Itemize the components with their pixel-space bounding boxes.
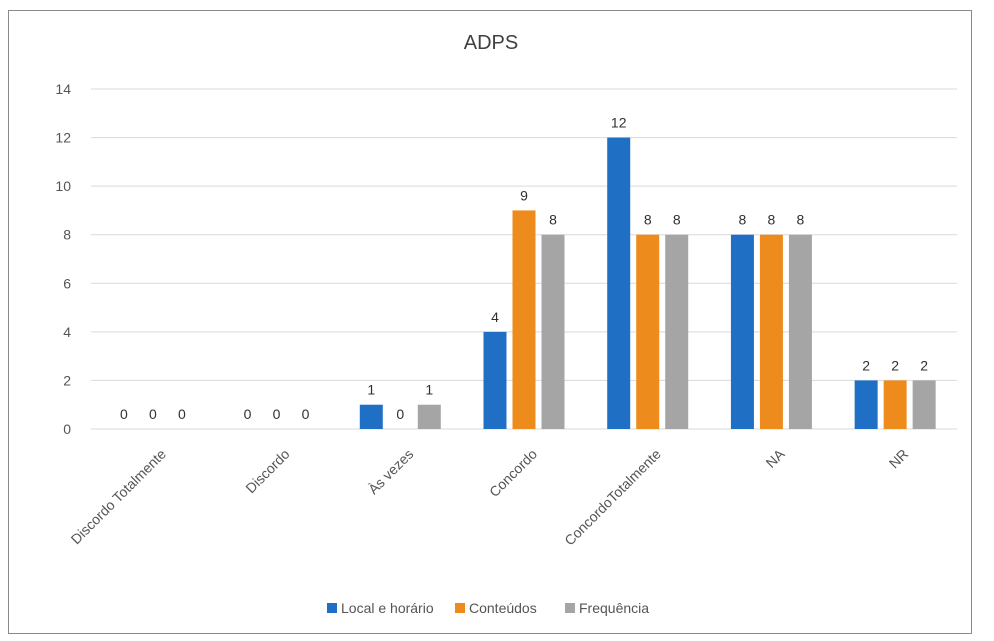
x-tick-label: Discordo Totalmente — [68, 446, 170, 548]
legend-swatch — [327, 603, 337, 613]
bar — [883, 380, 907, 429]
x-tick-label: Às vezes — [365, 446, 416, 497]
bars-layer — [359, 137, 936, 430]
legend-swatch — [455, 603, 465, 613]
data-label: 0 — [273, 406, 281, 422]
y-tick-label: 10 — [55, 178, 71, 194]
data-label: 8 — [673, 212, 681, 228]
data-label: 8 — [644, 212, 652, 228]
data-label: 4 — [491, 309, 499, 325]
legend-label: Conteúdos — [469, 600, 537, 616]
bar — [759, 234, 783, 429]
y-tick-label: 14 — [55, 81, 71, 97]
x-tick-label: NA — [762, 445, 788, 471]
bar — [607, 137, 631, 430]
data-label: 8 — [739, 212, 747, 228]
y-tick-label: 0 — [63, 421, 71, 437]
legend: Local e horário Conteúdos Frequência — [327, 600, 649, 616]
chart-title: ADPS — [464, 32, 518, 54]
data-label: 8 — [549, 212, 557, 228]
data-label: 2 — [891, 357, 899, 373]
x-tick-label: ConcordoTotalmente — [561, 446, 664, 549]
data-label: 0 — [149, 406, 157, 422]
y-tick-label: 8 — [63, 227, 71, 243]
data-label: 1 — [425, 382, 433, 398]
y-tick-label: 2 — [63, 372, 71, 388]
data-label: 9 — [520, 187, 528, 203]
bar — [512, 210, 536, 429]
legend-label: Local e horário — [341, 600, 434, 616]
data-label: 0 — [302, 406, 310, 422]
y-tick-label: 6 — [63, 275, 71, 291]
y-tick-label: 12 — [55, 130, 71, 146]
bar — [541, 234, 565, 429]
bar — [483, 331, 507, 429]
bar — [665, 234, 689, 429]
bar — [359, 404, 383, 429]
bar — [417, 404, 441, 429]
bar — [636, 234, 660, 429]
data-label: 2 — [862, 357, 870, 373]
x-tick-label: NR — [886, 446, 912, 472]
data-label: 2 — [920, 357, 928, 373]
data-label: 1 — [367, 382, 375, 398]
bar — [788, 234, 812, 429]
data-label: 12 — [611, 115, 627, 131]
data-label: 8 — [797, 212, 805, 228]
bar — [730, 234, 754, 429]
bar — [854, 380, 878, 429]
data-label: 0 — [178, 406, 186, 422]
legend-label: Frequência — [579, 600, 649, 616]
chart-frame: ADPS 0 2 4 6 8 10 12 14 0 0 0 Discordo Totalmente 0… — [8, 10, 972, 634]
bar — [912, 380, 936, 429]
data-label: 8 — [768, 212, 776, 228]
data-label: 0 — [120, 406, 128, 422]
data-label: 0 — [244, 406, 252, 422]
legend-swatch — [565, 603, 575, 613]
data-label: 0 — [396, 406, 404, 422]
x-tick-label: Concordo — [486, 446, 540, 500]
x-tick-label: Discordo — [242, 446, 293, 497]
y-tick-label: 4 — [63, 324, 71, 340]
